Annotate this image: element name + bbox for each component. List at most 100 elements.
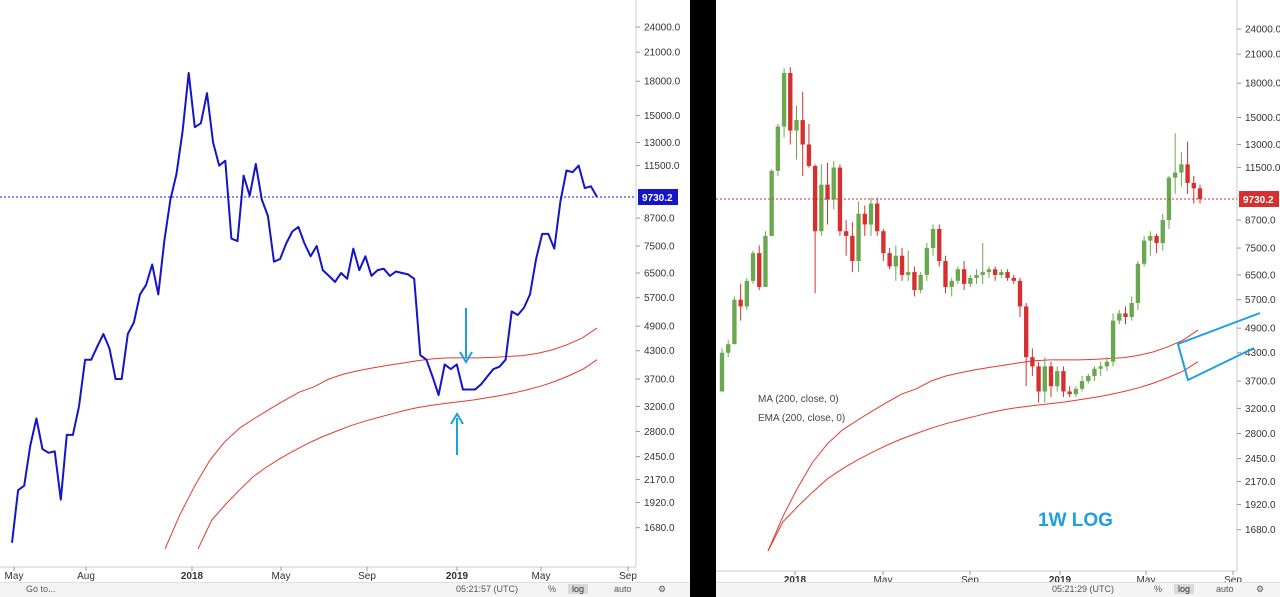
candle-body: [912, 272, 917, 291]
candle-body: [1092, 368, 1097, 377]
y-tick-label: 1920.0: [1245, 500, 1276, 511]
candle-body: [1172, 172, 1178, 178]
candle-body: [726, 344, 731, 353]
timeframe-label: 1W LOG: [1038, 510, 1113, 531]
gear-icon[interactable]: ⚙: [658, 584, 667, 594]
candle-body: [1129, 303, 1134, 317]
x-tick-label: 2019: [1049, 575, 1072, 586]
panel-divider: [690, 0, 716, 597]
right-candlestick-chart[interactable]: 24000.0 21000.0 18000.0 15000.0 13000.0 11500…: [716, 0, 1280, 597]
percent-toggle[interactable]: %: [548, 584, 557, 594]
last-price-label: 9730.2: [1243, 195, 1274, 206]
x-tick-label: Aug: [77, 571, 95, 582]
gear-icon[interactable]: ⚙: [1256, 584, 1265, 594]
candle-body: [1104, 361, 1110, 367]
percent-toggle[interactable]: %: [1154, 584, 1163, 594]
x-tick-label: May: [272, 571, 291, 582]
price-line: [11, 72, 598, 543]
candle-body: [1005, 272, 1010, 278]
y-tick-label: 18000.0: [644, 77, 681, 88]
y-tick-label: 5700.0: [1245, 295, 1276, 306]
candle-body: [899, 255, 905, 275]
candle-body: [1148, 235, 1153, 241]
y-tick-label: 8700.0: [644, 214, 675, 225]
x-tick-label: May: [532, 571, 551, 582]
candle-body: [906, 272, 911, 275]
candle-body: [856, 213, 861, 262]
candle-body: [1048, 366, 1054, 387]
candle-body: [1011, 277, 1016, 281]
candle-body: [955, 269, 961, 281]
y-tick-label: 2800.0: [1245, 429, 1276, 440]
candle-body: [843, 231, 849, 236]
ema-200-line: [767, 361, 1199, 552]
y-tick-label: 7500.0: [644, 242, 675, 253]
legend-ema: EMA (200, close, 0): [758, 413, 845, 424]
left-line-chart[interactable]: 24000.0 21000.0 18000.0 15000.0 13000.0 11500…: [0, 0, 690, 597]
y-tick-label: 18000.0: [1245, 79, 1280, 90]
y-tick-label: 4900.0: [1245, 324, 1276, 335]
y-tick-label: 2170.0: [644, 475, 675, 486]
candle-body: [1042, 366, 1047, 392]
candle-body: [943, 261, 948, 287]
candle-body: [1017, 280, 1023, 307]
x-tick-label: 2018: [181, 571, 204, 582]
candle-body: [1024, 306, 1029, 358]
candle-body: [980, 272, 985, 275]
y-tick-label: 1680.0: [1245, 525, 1276, 536]
candle-body: [850, 235, 855, 262]
candle-body: [893, 255, 898, 267]
candle-body: [1030, 357, 1035, 367]
candle-body: [1117, 313, 1122, 321]
y-tick-label: 4300.0: [644, 346, 675, 357]
candle-body: [961, 269, 967, 284]
candle-body: [918, 274, 923, 291]
x-tick-label: 2019: [446, 571, 469, 582]
y-tick-label: 3200.0: [644, 402, 675, 413]
y-tick-label: 2170.0: [1245, 477, 1276, 488]
up-arrow-head: [450, 412, 464, 425]
down-arrow-head: [459, 351, 473, 364]
auto-toggle[interactable]: auto: [614, 584, 632, 594]
goto-button[interactable]: Go to...: [26, 584, 56, 594]
x-tick-label: May: [874, 575, 893, 586]
candle-body: [738, 299, 743, 307]
y-tick-label: 24000.0: [1245, 25, 1280, 36]
candle-body: [949, 280, 954, 287]
candle-body: [788, 73, 793, 131]
y-tick-label: 11500.0: [644, 161, 680, 172]
ma-200-line: [164, 327, 598, 550]
y-tick-label: 2450.0: [644, 452, 675, 463]
candle-body: [1185, 164, 1190, 183]
candle-body: [875, 203, 880, 232]
candle-body: [1197, 188, 1203, 200]
candle-body: [924, 248, 930, 275]
log-toggle[interactable]: log: [568, 584, 589, 594]
x-tick-label: May: [1137, 575, 1156, 586]
legend-ma: MA (200, close, 0): [758, 394, 839, 405]
candle-body: [1110, 320, 1116, 362]
candle-body: [763, 235, 768, 287]
auto-toggle[interactable]: auto: [1216, 584, 1234, 594]
y-tick-label: 15000.0: [1245, 113, 1280, 124]
candle-body: [999, 272, 1004, 275]
candle-body: [881, 231, 886, 254]
y-tick-label: 15000.0: [644, 111, 681, 122]
candle-body: [837, 167, 843, 232]
candle-body: [1086, 376, 1091, 382]
candle-body: [974, 274, 979, 278]
candle-body: [992, 269, 998, 275]
candle-body: [1179, 164, 1184, 173]
channel-drawing: [1176, 312, 1261, 382]
y-tick-label: 3700.0: [644, 375, 675, 386]
candle-body: [1067, 391, 1072, 395]
candle-body: [732, 299, 737, 345]
candle-body: [750, 253, 756, 281]
candle-body: [800, 120, 805, 145]
y-tick-label: 1680.0: [644, 523, 675, 534]
ema-200-line: [197, 359, 598, 550]
candle-body: [968, 277, 973, 284]
log-toggle[interactable]: log: [1174, 584, 1195, 594]
left-status-bar: Go to... 05:21:57 (UTC) % log auto ⚙: [0, 582, 690, 597]
